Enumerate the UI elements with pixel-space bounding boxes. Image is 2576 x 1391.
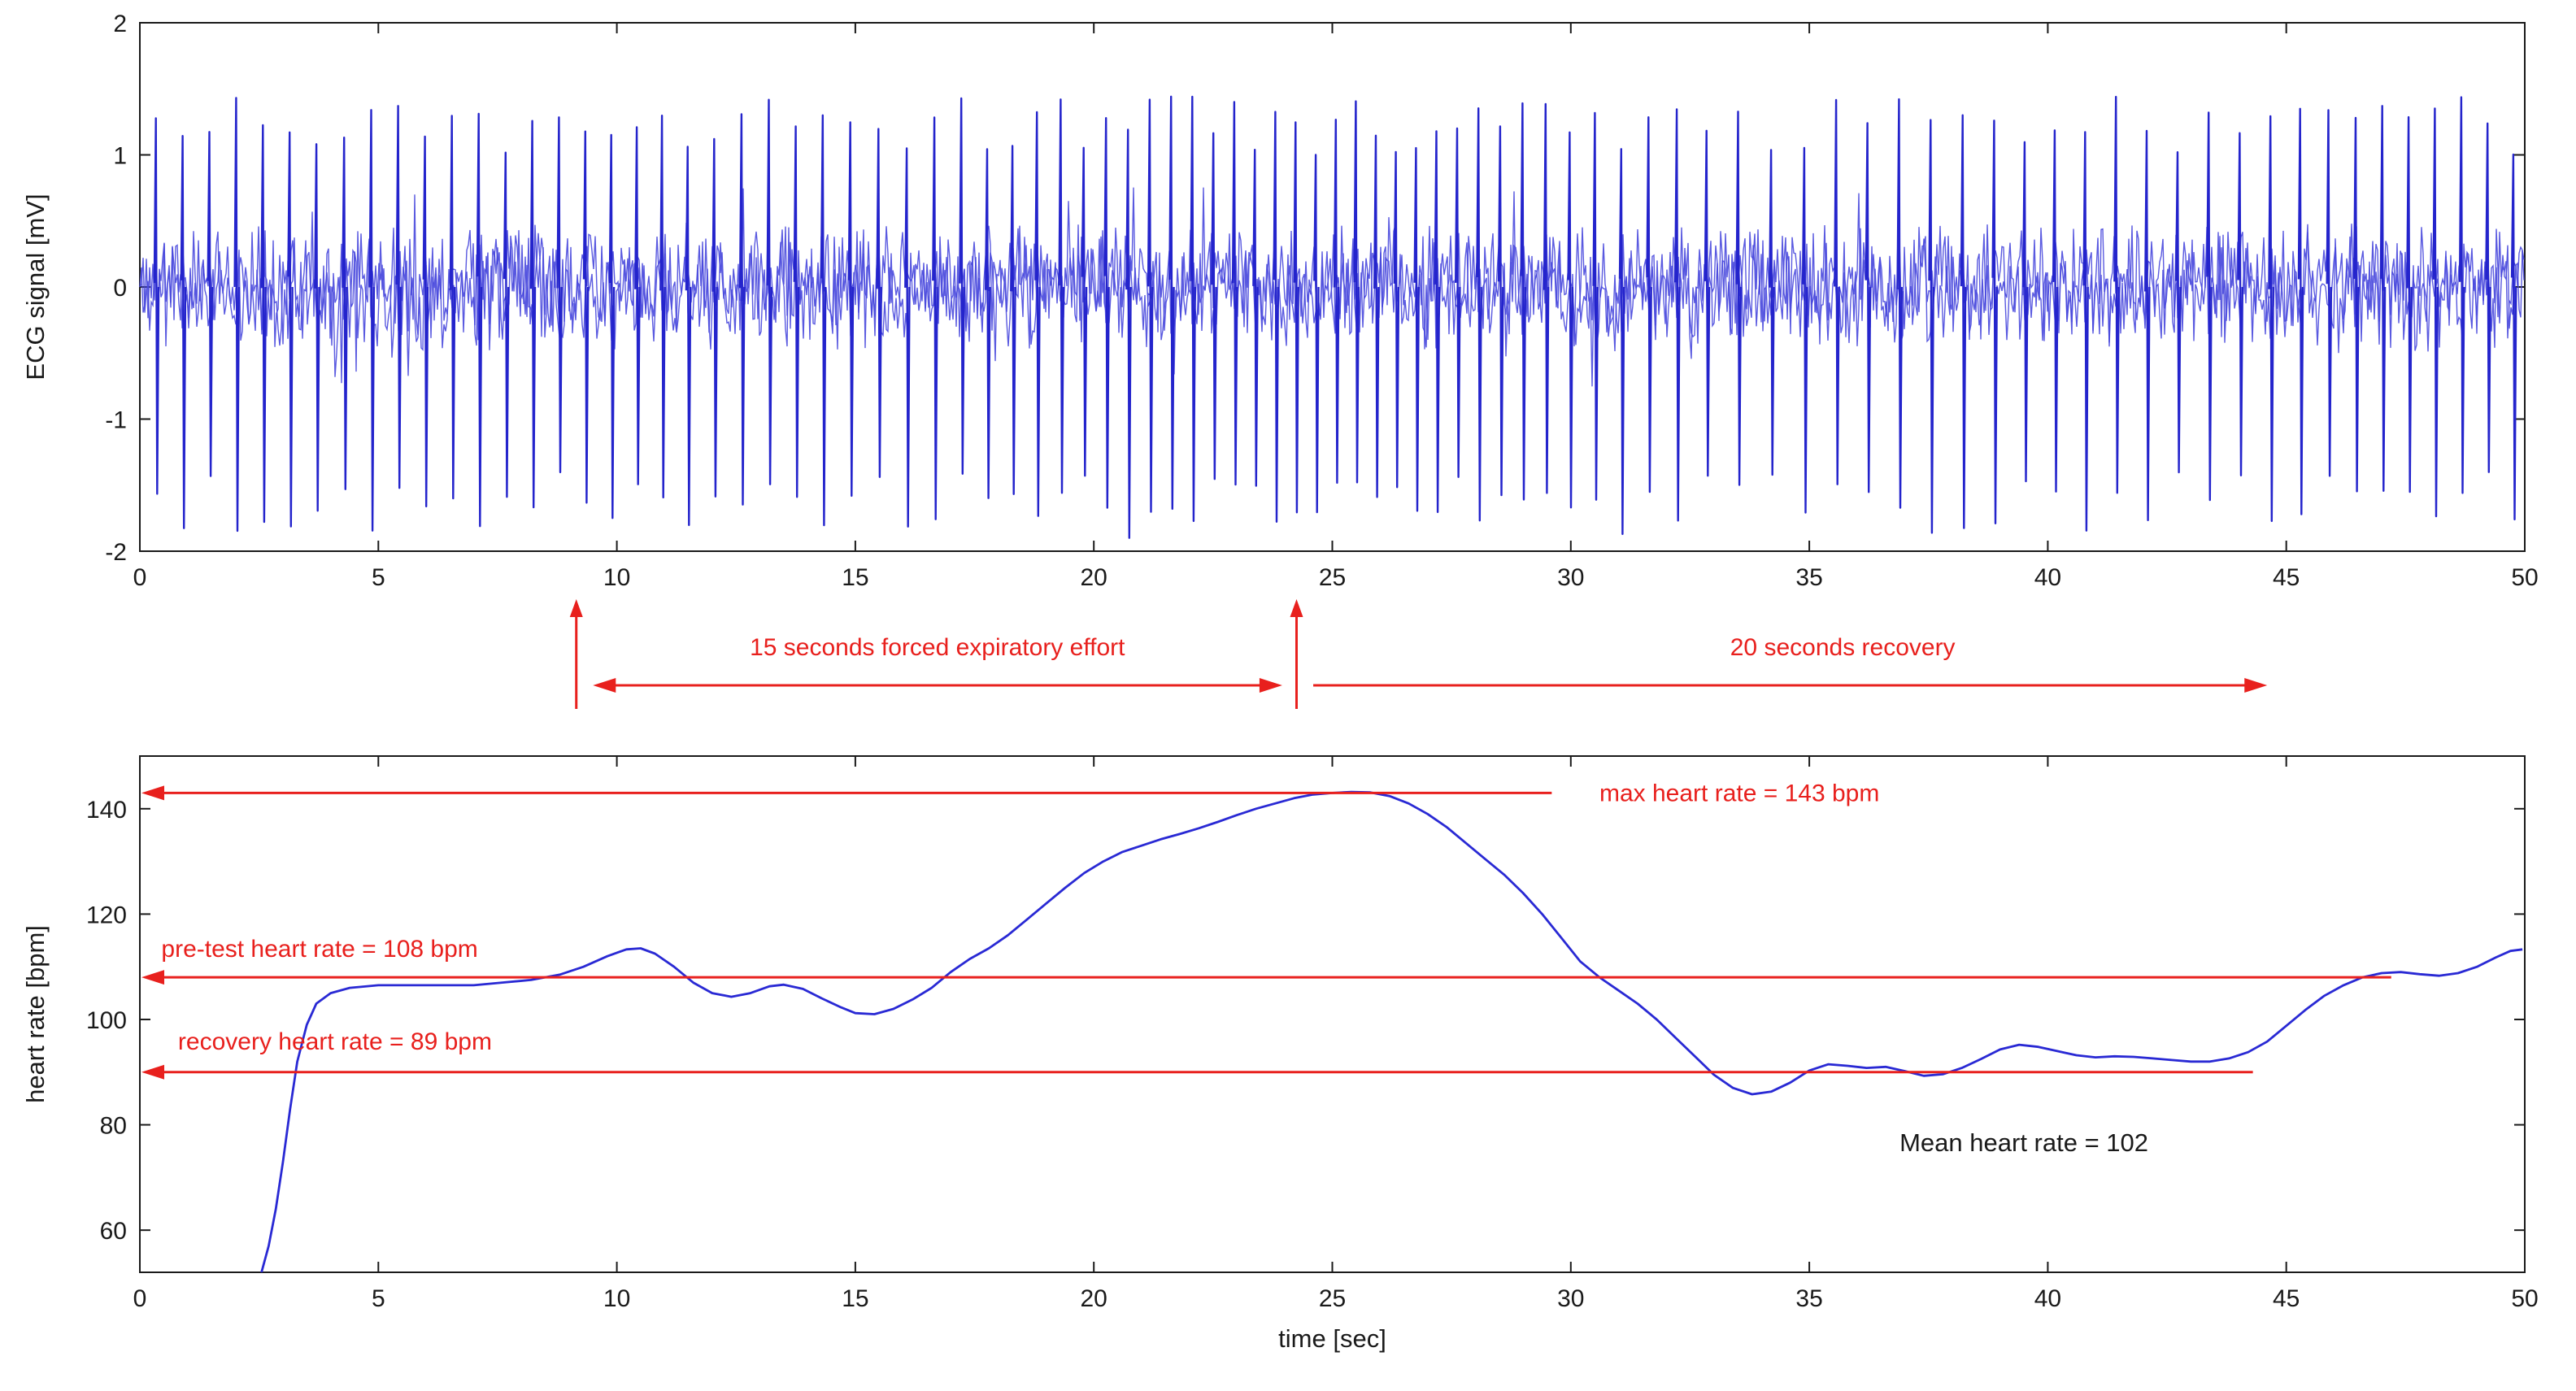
x-tick-label: 20 [1081,564,1107,591]
x-tick-label: 30 [1557,564,1584,591]
x-tick-label: 25 [1319,564,1346,591]
ecg-subplot: 0 5 10 15 20 25 30 35 40 45 50 -2 -1 0 1 2 ECG signal [m… [21,11,2539,591]
x-tick-label: 0 [133,1285,147,1312]
y-tick-label: 0 [113,275,127,302]
x-tick-label: 35 [1795,564,1822,591]
x-tick-label: 50 [2511,564,2538,591]
x-tick-label: 45 [2273,1285,2300,1312]
y-tick-label: -2 [105,539,127,566]
y-tick-label: 100 [86,1007,127,1034]
y-tick-label: 60 [100,1218,127,1245]
axes-box [139,755,2526,1273]
x-tick-label: 40 [2034,1285,2061,1312]
mean-heart-rate-label: Mean heart rate = 102 [1899,1128,2148,1157]
y-axis-label: ECG signal [mV] [21,193,50,380]
arrowhead-left [593,678,616,693]
x-tick-label: 5 [372,564,385,591]
reference-line-label: max heart rate = 143 bpm [1599,780,1879,806]
x-tick-label: 40 [2034,564,2061,591]
reference-line-label: pre-test heart rate = 108 bpm [161,936,477,963]
y-tick-label: 1 [113,143,127,170]
x-tick-label: 20 [1081,1285,1107,1312]
y-tick-label: 120 [86,902,127,928]
x-tick-label: 50 [2511,1285,2538,1312]
x-tick-label: 10 [603,564,630,591]
arrowhead-up [569,599,583,617]
x-tick-label: 35 [1795,1285,1822,1312]
phase-span-label: 15 seconds forced expiratory effort [750,634,1125,661]
heart-rate-curve [260,790,2523,1272]
x-tick-label: 30 [1557,1285,1584,1312]
y-tick-label: 140 [86,797,127,824]
y-tick-label: -1 [105,407,127,434]
phase-annotation-layer: 15 seconds forced expiratory effort 20 se… [569,599,2268,709]
x-tick-label: 10 [603,1285,630,1312]
y-tick-label: 80 [100,1113,127,1140]
arrowhead-right [2244,678,2268,693]
ecg-noise-trace [139,191,2525,384]
reference-line-label: recovery heart rate = 89 bpm [178,1028,492,1055]
x-tick-label: 15 [842,564,868,591]
x-tick-label: 0 [133,564,147,591]
x-tick-label: 45 [2273,564,2300,591]
phase-span-label: 20 seconds recovery [1730,634,1956,661]
heart-rate-subplot: 0 5 10 15 20 25 30 35 40 45 50 60 80 100 120 140 time [s… [21,755,2539,1353]
arrowhead-right [1259,678,1282,693]
arrowhead-left [141,785,164,801]
x-tick-label: 5 [372,1285,385,1312]
ecg-beats-trace [153,95,2517,539]
y-tick-label: 2 [113,11,127,37]
y-axis-label: heart rate [bpm] [21,925,50,1103]
ecg-noise-trace [139,187,2525,387]
arrowhead-left [141,970,164,985]
arrowhead-left [141,1064,164,1080]
x-tick-label: 15 [842,1285,868,1312]
x-axis-label: time [sec] [1278,1324,1386,1353]
x-tick-label: 25 [1319,1285,1346,1312]
arrowhead-up [1290,599,1303,617]
